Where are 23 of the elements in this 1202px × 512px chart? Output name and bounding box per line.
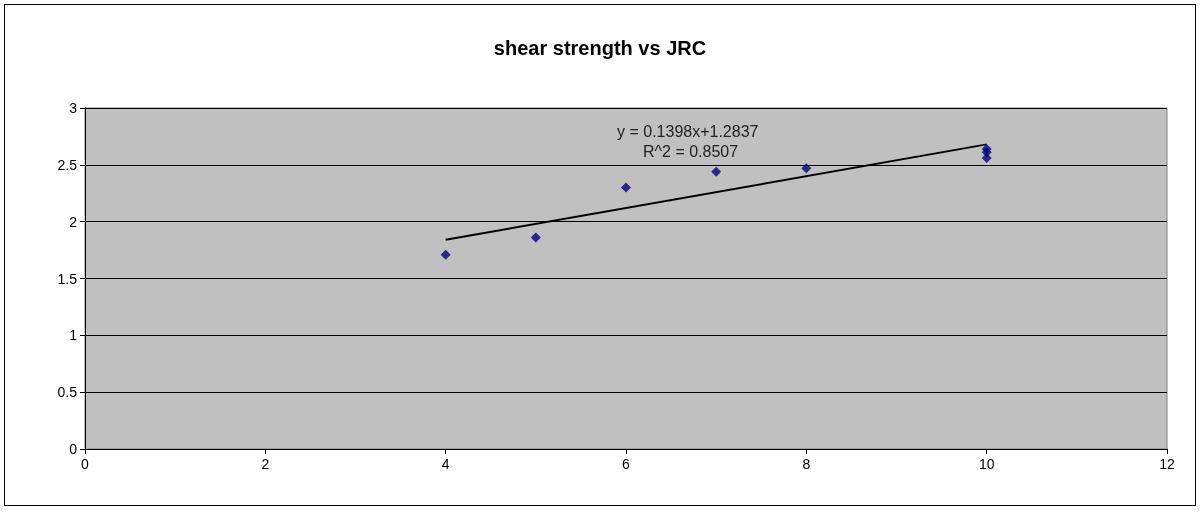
y-tick-label: 1.5 <box>57 270 78 287</box>
annotation: R^2 = 0.8507 <box>643 142 739 160</box>
point <box>981 153 992 164</box>
point <box>621 182 631 193</box>
annotation: y = 0.1398x+1.2837 <box>617 122 759 140</box>
y-tick-label: 3 <box>69 100 78 116</box>
y-tick-label: 0 <box>69 441 78 457</box>
y-tick-label: 2.5 <box>57 156 78 173</box>
y-tick-label: 1 <box>69 327 78 344</box>
point <box>801 163 812 174</box>
chart-title: shear strength vs JRC <box>493 37 707 59</box>
x-tick-label: 6 <box>622 456 631 472</box>
point <box>711 166 722 177</box>
point <box>440 249 451 260</box>
y-tick-label: 0.5 <box>57 384 78 401</box>
x-tick-label: 12 <box>1159 456 1175 472</box>
x-tick-label: 4 <box>441 456 450 472</box>
y-tick-label: 2 <box>69 213 78 230</box>
point <box>530 232 541 243</box>
x-tick-label: 10 <box>978 456 995 472</box>
x-tick-label: 0 <box>81 456 90 472</box>
x-tick-label: 8 <box>802 456 811 472</box>
x-tick-label: 2 <box>261 456 270 472</box>
